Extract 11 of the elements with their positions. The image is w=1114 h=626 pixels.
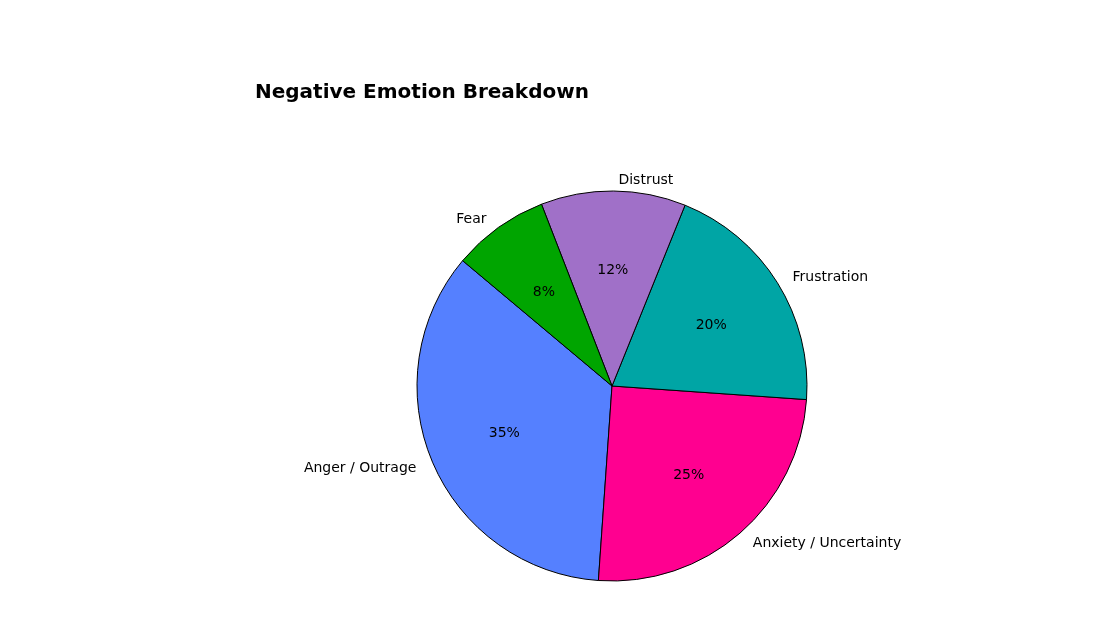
slice-label: Anger / Outrage xyxy=(303,458,417,475)
data-label: 35% xyxy=(488,423,520,440)
slice-label: Distrust xyxy=(618,171,674,188)
data-label: 12% xyxy=(597,261,629,277)
data-label: 20% xyxy=(695,316,727,332)
data-label: 25% xyxy=(673,466,705,483)
slice-label: Anxiety / Uncertainty xyxy=(752,534,902,551)
data-label: 8% xyxy=(532,282,555,299)
slice-label: Frustration xyxy=(792,268,869,285)
slice-label: Fear xyxy=(456,209,487,226)
chart-title: Negative Emotion Breakdown xyxy=(255,79,589,103)
